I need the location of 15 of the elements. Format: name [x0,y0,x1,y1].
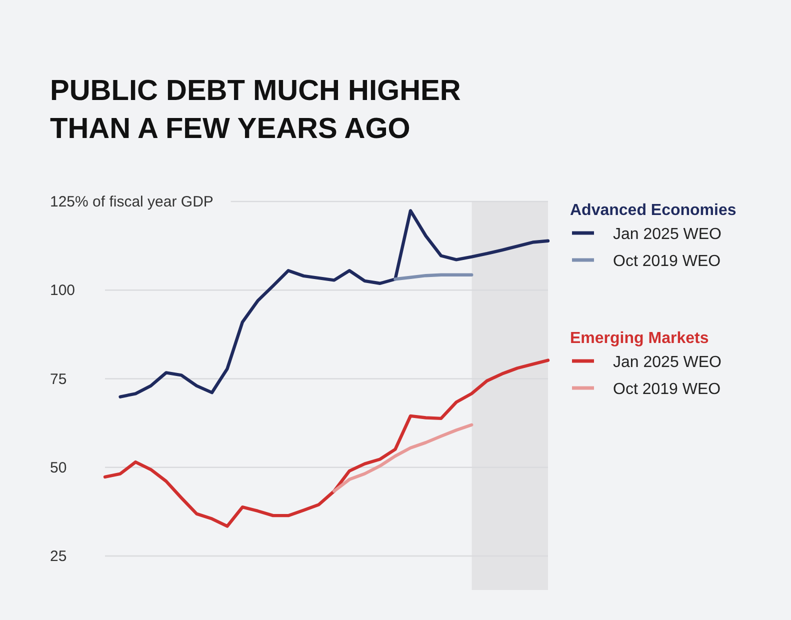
line-series [118,209,550,398]
legend-label: Jan 2025 WEO [613,226,722,243]
y-tick-label: 125% of fiscal year GDP [50,194,214,210]
text: Advanced Economies [570,202,736,219]
text: Emerging Markets [570,330,709,347]
legend-label: Oct 2019 WEO [613,253,721,270]
y-tick-label: 100 [50,282,76,300]
y-tick-label: 75 [50,370,67,388]
chart-title: PUBLIC DEBT MUCH HIGHER THAN A FEW YEARS AGO [50,75,461,145]
y-tick-label: 50 [50,459,67,476]
y-tick-label: 25 [50,548,67,565]
legend-label: Oct 2019 WEO [613,381,721,398]
line-series [332,423,474,493]
legend-label: Jan 2025 WEO [613,354,722,371]
line-series [103,358,550,528]
